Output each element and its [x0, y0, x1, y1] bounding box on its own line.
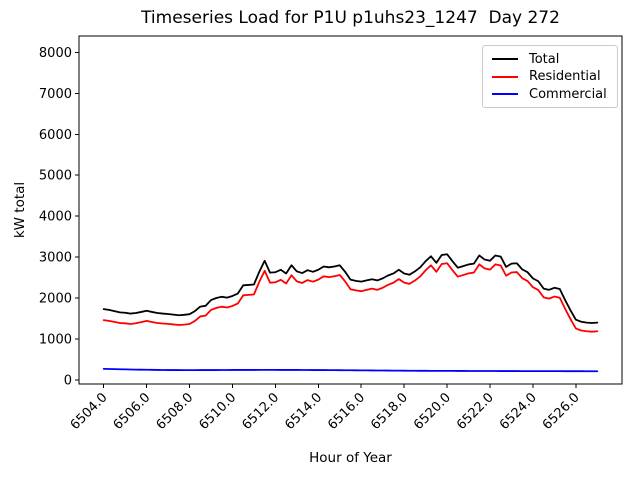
- y-tick-label: 7000: [39, 87, 72, 102]
- commercial-line-swatch: [492, 93, 518, 95]
- x-tick-label: 6504.0: [68, 390, 111, 433]
- x-tick-label: 6526.0: [540, 390, 583, 433]
- legend-label-residential: Residential: [529, 69, 601, 84]
- chart-title: Timeseries Load for P1U p1uhs23_1247 Day…: [141, 8, 560, 28]
- y-tick-label: 1000: [39, 332, 72, 347]
- total-series-line: [102, 253, 599, 324]
- y-tick-label: 3000: [39, 251, 72, 266]
- legend: Total Residential Commercial: [482, 45, 618, 108]
- x-tick-label: 6520.0: [411, 390, 454, 433]
- y-tick-label: 8000: [39, 46, 72, 61]
- x-tick-label: 6524.0: [497, 390, 540, 433]
- residential-series-line: [102, 262, 599, 333]
- x-tick-label: 6522.0: [454, 390, 497, 433]
- y-tick-label: 2000: [39, 292, 72, 307]
- x-axis-label: Hour of Year: [309, 450, 392, 466]
- legend-entry-total: Total: [492, 52, 611, 67]
- x-tick-label: 6518.0: [368, 390, 411, 433]
- x-tick-label: 6512.0: [239, 390, 282, 433]
- total-line-swatch: [492, 58, 518, 60]
- legend-label-commercial: Commercial: [529, 86, 607, 102]
- legend-entry-residential: Residential: [492, 69, 611, 84]
- x-tick-label: 6514.0: [282, 390, 325, 433]
- x-tick-label: 6506.0: [111, 390, 154, 433]
- y-tick-label: 6000: [39, 128, 72, 143]
- x-tick-label: 6516.0: [325, 390, 368, 433]
- x-tick-label: 6510.0: [197, 390, 240, 433]
- y-tick-label: 5000: [39, 169, 72, 184]
- x-tick-label: 6508.0: [154, 390, 197, 433]
- legend-entry-commercial: Commercial: [492, 87, 611, 102]
- y-tick-label: 0: [64, 373, 72, 388]
- y-tick-label: 4000: [39, 210, 72, 225]
- residential-line-swatch: [492, 75, 518, 78]
- axes-frame: [78, 35, 623, 385]
- legend-label-total: Total: [529, 51, 560, 67]
- commercial-series-line: [102, 367, 599, 373]
